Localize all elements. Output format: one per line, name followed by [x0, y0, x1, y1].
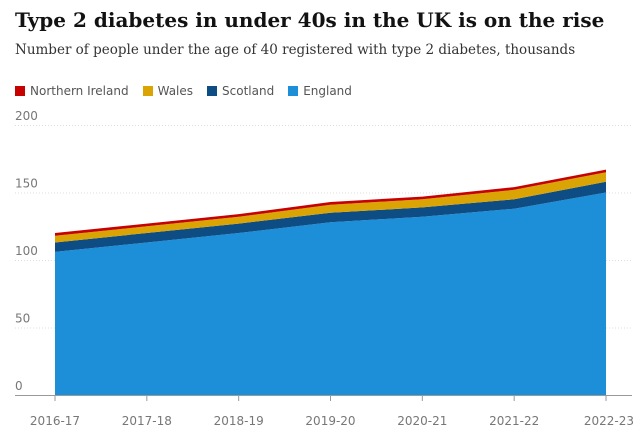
legend-item-northern-ireland: Northern Ireland	[15, 84, 129, 98]
y-tick-label-150: 150	[15, 177, 38, 191]
legend-label-england: England	[303, 84, 352, 98]
chart-legend: Northern Ireland Wales Scotland England	[15, 84, 366, 98]
y-tick-label-50: 50	[15, 312, 30, 326]
legend-swatch-england	[288, 86, 299, 96]
legend-item-scotland: Scotland	[207, 84, 274, 98]
chart-subtitle: Number of people under the age of 40 reg…	[15, 42, 576, 58]
legend-label-northern-ireland: Northern Ireland	[30, 84, 129, 98]
legend-label-scotland: Scotland	[222, 84, 275, 98]
x-tick-label-2019-20: 2019-20	[305, 414, 355, 428]
area-england	[55, 192, 606, 395]
legend-swatch-wales	[142, 86, 153, 96]
x-tick-label-2018-19: 2018-19	[214, 414, 264, 428]
y-tick-label-200: 200	[15, 109, 38, 123]
legend-swatch-scotland	[207, 86, 218, 96]
x-tick-label-2020-21: 2020-21	[397, 414, 447, 428]
legend-item-england: England	[288, 84, 352, 98]
x-tick-label-2022-23: 2022-23	[584, 414, 634, 428]
legend-label-wales: Wales	[157, 84, 194, 98]
chart-title: Type 2 diabetes in under 40s in the UK i…	[15, 8, 605, 32]
area-wales	[55, 172, 606, 243]
x-tick-label-2017-18: 2017-18	[122, 414, 172, 428]
x-tick-label-2021-22: 2021-22	[489, 414, 539, 428]
area-scotland	[55, 181, 606, 252]
x-tick-label-2016-17: 2016-17	[30, 414, 80, 428]
y-tick-label-0: 0	[15, 379, 23, 393]
y-tick-label-100: 100	[15, 244, 38, 258]
legend-swatch-northern-ireland	[15, 86, 25, 96]
legend-item-wales: Wales	[142, 84, 194, 98]
area-northern-ireland	[55, 169, 606, 236]
